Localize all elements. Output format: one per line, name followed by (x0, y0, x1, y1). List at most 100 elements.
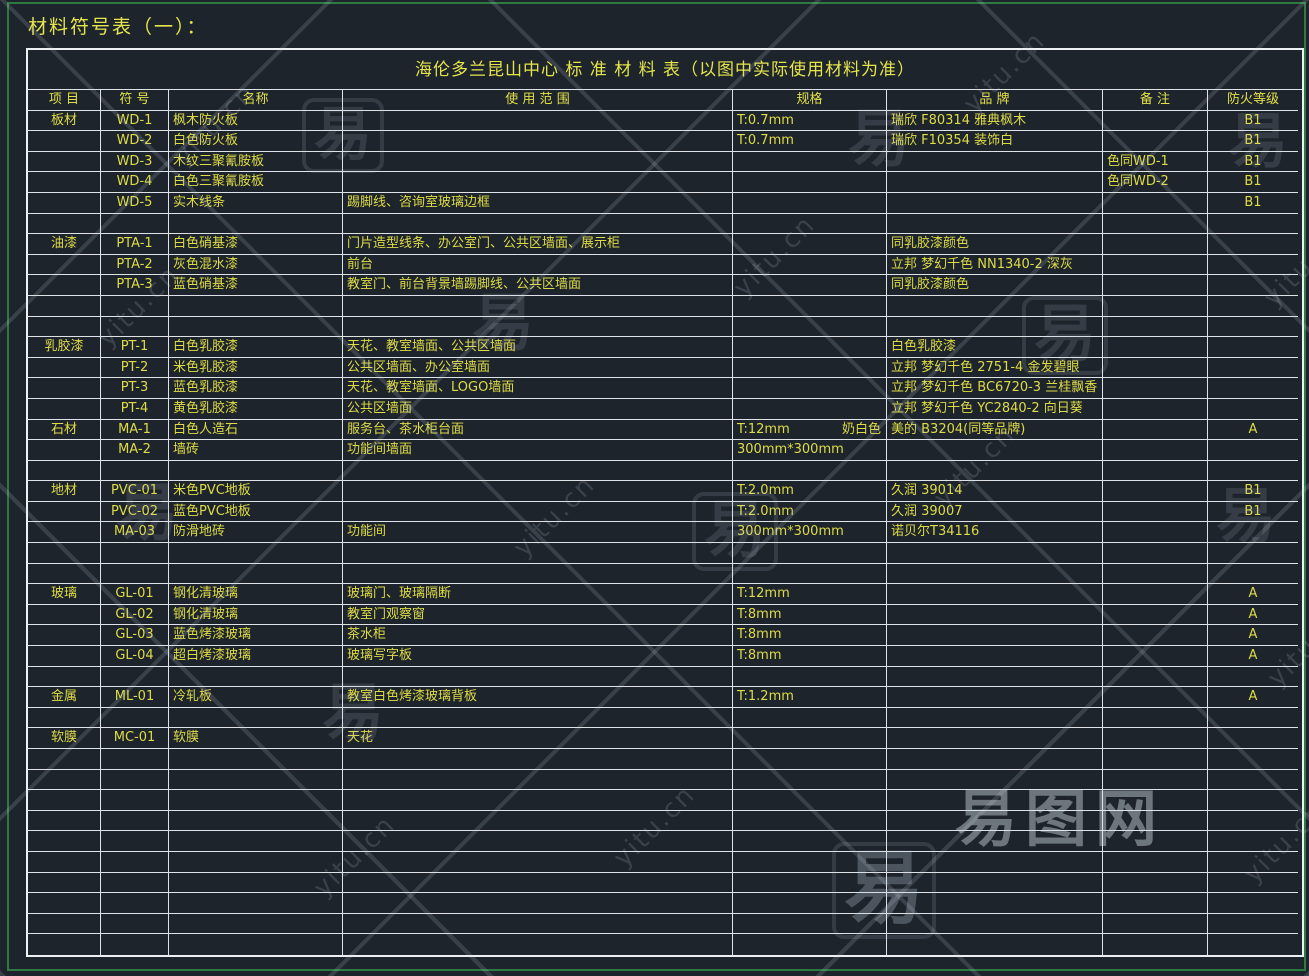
cell-spec: T:1.2mm (733, 687, 887, 708)
cell-note (1103, 398, 1208, 420)
cell-fire (1208, 543, 1298, 564)
spec-value: T:2.0mm (737, 503, 794, 519)
cell-name (169, 913, 343, 935)
cell-name: 实木线条 (169, 192, 343, 214)
cell-fire (1208, 667, 1298, 688)
cell-brand: 诺贝尔T34116 (887, 522, 1103, 544)
table-row (28, 295, 1302, 317)
cell-usage (343, 707, 733, 729)
cell-code: MA-03 (101, 522, 169, 544)
cell-item (28, 893, 101, 914)
cell-spec (733, 893, 887, 914)
cell-usage (343, 543, 733, 564)
cell-name: 米色PVC地板 (169, 481, 343, 502)
cell-name: 蓝色硝基漆 (169, 275, 343, 296)
cell-name: 白色防火板 (169, 131, 343, 152)
cell-fire (1208, 728, 1298, 749)
cell-usage (343, 481, 733, 502)
cell-item: 金属 (28, 687, 101, 708)
cell-code (101, 810, 169, 832)
cell-spec (733, 337, 887, 358)
cell-item: 乳胶漆 (28, 337, 101, 358)
cell-fire: B1 (1208, 131, 1298, 152)
cell-note (1103, 192, 1208, 214)
cell-item (28, 563, 101, 585)
cell-item (28, 666, 101, 688)
cell-name: 白色乳胶漆 (169, 337, 343, 358)
table-row: PT-2 米色乳胶漆 公共区墙面、办公室墙面 立邦 梦幻千色 2751-4 金发碧眼 (28, 357, 1302, 379)
cell-name (169, 295, 343, 317)
cell-usage (343, 316, 733, 338)
cell-item (28, 707, 101, 729)
cell-spec (733, 192, 887, 214)
cell-fire (1208, 934, 1298, 955)
cell-usage (343, 913, 733, 935)
spec-value: T:8mm (737, 648, 782, 664)
cell-fire (1208, 440, 1298, 461)
cell-name (169, 831, 343, 852)
cell-code (101, 460, 169, 482)
table-row: 金属 ML-01 冷轧板 教室白色烤漆玻璃背板 T:1.2mm A (28, 687, 1302, 708)
spec-value: T:0.7mm (737, 112, 794, 128)
cell-name (169, 213, 343, 235)
cell-name: 防滑地砖 (169, 522, 343, 544)
cell-spec: T:0.7mm (733, 131, 887, 152)
cell-brand (887, 851, 1103, 873)
table-row (28, 563, 1302, 585)
table-row (28, 213, 1302, 235)
cell-name: 灰色混水漆 (169, 254, 343, 276)
cell-usage: 天花 (343, 728, 733, 749)
cell-spec (733, 563, 887, 585)
cell-brand (887, 440, 1103, 461)
cell-fire (1208, 255, 1298, 276)
cell-code: PT-4 (101, 398, 169, 420)
table-row (28, 893, 1302, 914)
cell-code: WD-1 (101, 110, 169, 132)
cell-spec (733, 749, 887, 770)
cell-brand (887, 872, 1103, 894)
cell-note (1103, 481, 1208, 502)
cell-usage (343, 460, 733, 482)
cell-brand (887, 604, 1103, 626)
cell-code (101, 316, 169, 338)
table-row (28, 749, 1302, 770)
cell-brand: 瑞欣 F80314 雅典枫木 (887, 110, 1103, 132)
cell-name: 蓝色烤漆玻璃 (169, 625, 343, 647)
cell-code: WD-5 (101, 192, 169, 214)
cell-item (28, 646, 101, 667)
cell-name (169, 851, 343, 873)
cell-code: WD-3 (101, 151, 169, 173)
cell-spec (733, 934, 887, 955)
cell-spec (733, 728, 887, 749)
cell-fire (1208, 214, 1298, 235)
cell-code (101, 831, 169, 852)
cell-name (169, 749, 343, 770)
table-header-row: 项 目符 号名称使 用 范 围规格品 牌备 注防火等级 (28, 90, 1302, 111)
column-header-name: 名称 (169, 90, 343, 111)
cell-fire (1208, 708, 1298, 729)
cell-item (28, 378, 101, 399)
cell-code (101, 934, 169, 955)
spec-value: T:8mm (737, 606, 782, 622)
cell-spec (733, 254, 887, 276)
cell-name: 木纹三聚氰胺板 (169, 151, 343, 173)
table-row (28, 851, 1302, 873)
cell-item (28, 831, 101, 852)
cell-spec: T:12mm 奶白色 (733, 419, 887, 441)
cell-code: GL-01 (101, 584, 169, 605)
cell-code (101, 872, 169, 894)
cell-name (169, 790, 343, 811)
cell-spec: T:2.0mm (733, 481, 887, 502)
cell-brand (887, 584, 1103, 605)
cell-code: PTA-3 (101, 275, 169, 296)
cell-item (28, 872, 101, 894)
cell-code (101, 213, 169, 235)
cell-code (101, 790, 169, 811)
spec-value: T:12mm (737, 586, 790, 602)
cell-brand: 美的 B3204(同等品牌) (887, 419, 1103, 441)
cell-usage: 前台 (343, 254, 733, 276)
cell-code: MA-1 (101, 419, 169, 441)
cell-item: 板材 (28, 110, 101, 132)
cell-brand (887, 790, 1103, 811)
cell-note (1103, 707, 1208, 729)
